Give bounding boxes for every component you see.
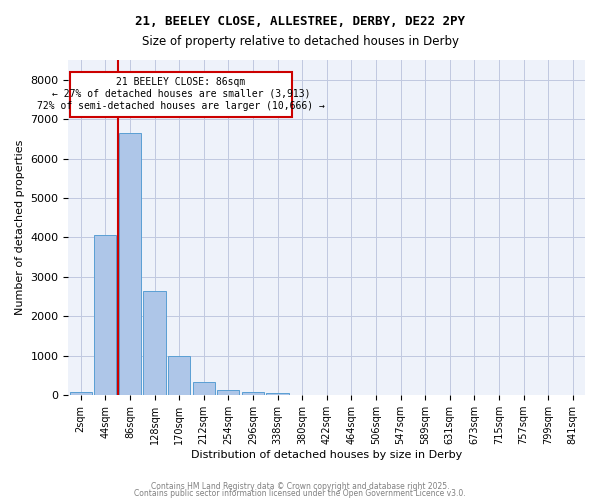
Text: Contains HM Land Registry data © Crown copyright and database right 2025.: Contains HM Land Registry data © Crown c… [151,482,449,491]
Y-axis label: Number of detached properties: Number of detached properties [15,140,25,316]
Bar [193,382,215,395]
Bar [119,133,141,395]
Text: 72% of semi-detached houses are larger (10,666) →: 72% of semi-detached houses are larger (… [37,101,325,111]
Text: 21, BEELEY CLOSE, ALLESTREE, DERBY, DE22 2PY: 21, BEELEY CLOSE, ALLESTREE, DERBY, DE22… [135,15,465,28]
Bar [168,356,190,395]
X-axis label: Distribution of detached houses by size in Derby: Distribution of detached houses by size … [191,450,463,460]
Bar [266,394,289,395]
Bar [217,390,239,395]
Bar [70,392,92,395]
Bar [143,290,166,395]
Bar [242,392,264,395]
Text: 21 BEELEY CLOSE: 86sqm: 21 BEELEY CLOSE: 86sqm [116,76,245,86]
Text: ← 27% of detached houses are smaller (3,913): ← 27% of detached houses are smaller (3,… [52,89,310,99]
Bar [94,236,116,395]
FancyBboxPatch shape [70,72,292,117]
Text: Contains public sector information licensed under the Open Government Licence v3: Contains public sector information licen… [134,489,466,498]
Text: Size of property relative to detached houses in Derby: Size of property relative to detached ho… [142,35,458,48]
